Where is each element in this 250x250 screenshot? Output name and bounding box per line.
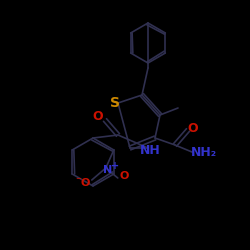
Text: S: S: [110, 96, 120, 110]
Text: N: N: [103, 165, 113, 175]
Text: ⁻: ⁻: [75, 176, 81, 186]
Text: O: O: [119, 171, 128, 181]
Text: +: +: [111, 161, 119, 171]
Text: O: O: [80, 178, 90, 188]
Text: O: O: [93, 110, 103, 124]
Text: O: O: [188, 122, 198, 134]
Text: NH: NH: [140, 144, 160, 156]
Text: NH₂: NH₂: [191, 146, 217, 158]
